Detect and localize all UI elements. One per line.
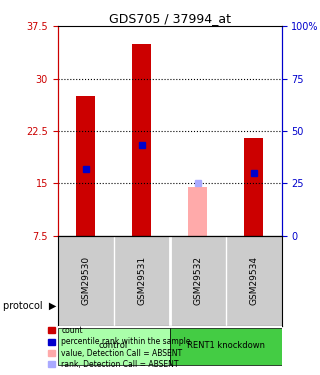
Bar (76, 96, 95, 236)
Bar (188, 187, 207, 236)
Text: GSM29534: GSM29534 (249, 256, 258, 305)
Text: GSM29532: GSM29532 (193, 256, 202, 305)
FancyBboxPatch shape (170, 328, 282, 365)
Bar (244, 138, 263, 236)
Text: GSM29531: GSM29531 (137, 256, 146, 305)
Text: protocol  ▶: protocol ▶ (3, 301, 57, 310)
FancyBboxPatch shape (58, 328, 170, 365)
Text: control: control (99, 341, 128, 350)
Title: GDS705 / 37994_at: GDS705 / 37994_at (108, 12, 231, 25)
Text: GSM29530: GSM29530 (81, 256, 90, 305)
Text: RENT1 knockdown: RENT1 knockdown (187, 341, 265, 350)
Bar (132, 44, 151, 236)
Legend: count, percentile rank within the sample, value, Detection Call = ABSENT, rank, : count, percentile rank within the sample… (45, 324, 193, 371)
